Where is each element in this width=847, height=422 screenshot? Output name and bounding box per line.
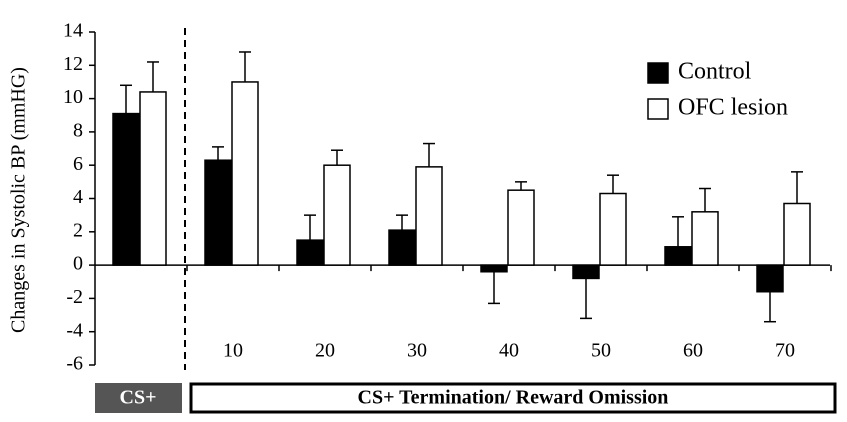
- bar: [756, 264, 784, 293]
- legend-label: OFC lesion: [678, 95, 788, 121]
- x-tick-label: 70: [775, 340, 795, 362]
- bar: [231, 81, 259, 266]
- x-tick-label: 40: [499, 340, 519, 362]
- legend-swatch: [647, 98, 669, 120]
- bar: [664, 246, 692, 266]
- y-tick-label: 12: [63, 53, 83, 75]
- y-tick-label: 8: [73, 119, 83, 141]
- legend-swatch: [647, 62, 669, 84]
- y-tick-label: -6: [66, 353, 83, 375]
- x-tick-label: 20: [315, 340, 335, 362]
- bar: [691, 211, 719, 266]
- bar: [599, 192, 627, 266]
- bar: [572, 264, 600, 280]
- y-tick-label: -2: [66, 286, 83, 308]
- bar: [480, 264, 508, 273]
- y-tick-label: 6: [73, 153, 83, 175]
- x-tick-label: 10: [223, 340, 243, 362]
- annotation: CS+: [120, 387, 157, 409]
- x-tick-label: 60: [683, 340, 703, 362]
- cs-box: [95, 383, 182, 413]
- y-tick-label: 10: [63, 86, 83, 108]
- y-tick-label: 2: [73, 219, 83, 241]
- termination-box: [189, 382, 837, 414]
- bar: [296, 239, 324, 266]
- y-tick-label: 4: [73, 186, 83, 208]
- y-axis-label: Changes in Systolic BP (mmHG): [8, 67, 30, 333]
- bar: [204, 159, 232, 266]
- x-tick-label: 30: [407, 340, 427, 362]
- bar: [507, 189, 535, 266]
- bar: [112, 112, 140, 266]
- annotation: CS+ Termination/ Reward Omission: [358, 387, 669, 409]
- bar: [139, 91, 167, 266]
- bar: [388, 229, 416, 266]
- bar: [323, 164, 351, 266]
- x-tick-label: 50: [591, 340, 611, 362]
- y-tick-label: -4: [66, 319, 83, 341]
- y-tick-label: 0: [73, 253, 83, 275]
- legend-label: Control: [678, 59, 752, 85]
- bar: [783, 202, 811, 266]
- y-tick-label: 14: [63, 20, 83, 42]
- bar: [415, 166, 443, 266]
